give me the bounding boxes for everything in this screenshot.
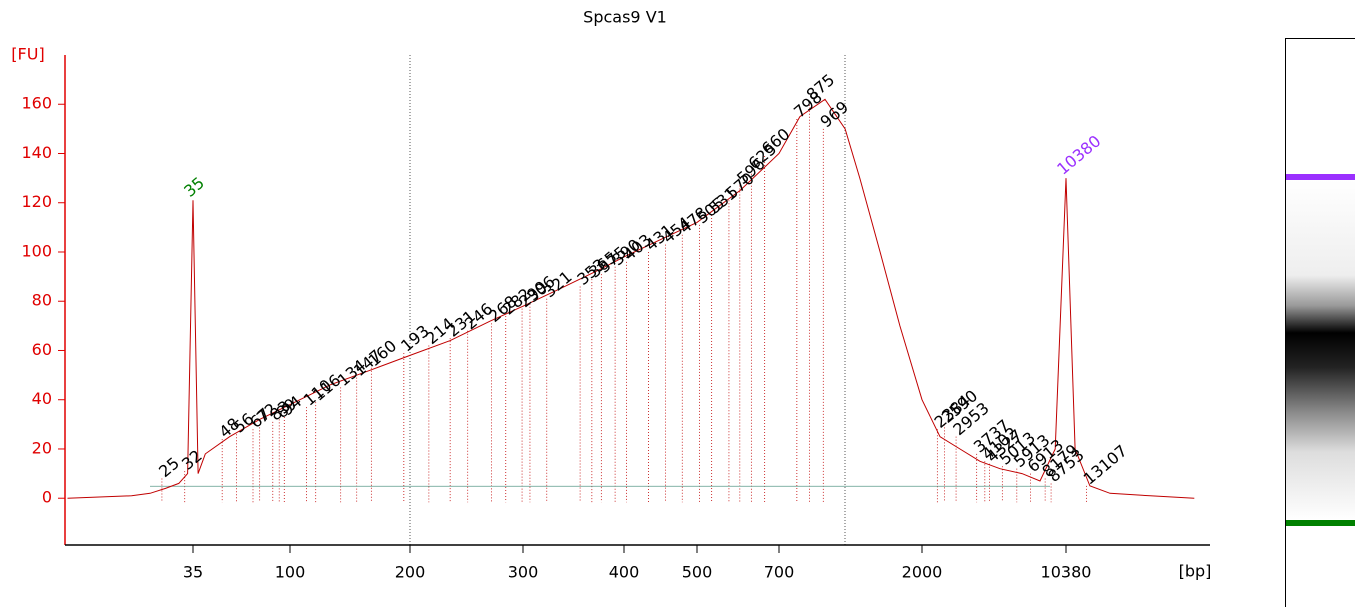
x-tick-label: 200: [395, 563, 426, 582]
x-axis-label: [bp]: [1179, 562, 1212, 581]
y-tick-label: 120: [21, 192, 52, 211]
y-axis-label: [FU]: [11, 45, 44, 64]
marker-label: 10380: [1053, 131, 1104, 178]
y-tick-label: 140: [21, 143, 52, 162]
plot: 0 20 40 60 80 100 120 140 160 35 100 200 300 400 500 70…: [21, 70, 1195, 582]
x-tick-label: 35: [183, 563, 203, 582]
marker-label: 35: [180, 173, 208, 201]
trace: [67, 98, 1195, 499]
y-tick-label: 160: [21, 94, 52, 113]
y-tick-label: 20: [32, 438, 52, 457]
y-tick-label: 80: [32, 291, 52, 310]
gel-lower-band: [1286, 520, 1355, 526]
peak-label: 32: [178, 446, 206, 474]
x-tick-label: 2000: [902, 563, 943, 582]
x-tick-label: 10380: [1041, 563, 1092, 582]
x-tick-label: 500: [682, 563, 713, 582]
gel-upper-band: [1286, 174, 1355, 180]
y-tick-label: 60: [32, 340, 52, 359]
peak-label: 13107: [1080, 441, 1131, 488]
gel-smear: [1286, 180, 1355, 520]
x-tick-label: 300: [508, 563, 539, 582]
y-tick-label: 0: [42, 488, 52, 507]
y-tick-label: 100: [21, 241, 52, 260]
chart-title: Spcas9 V1: [583, 8, 667, 27]
x-tick-label: 700: [764, 563, 795, 582]
x-tick-label: 400: [609, 563, 640, 582]
y-tick-label: 40: [32, 389, 52, 408]
x-tick-label: 100: [275, 563, 306, 582]
